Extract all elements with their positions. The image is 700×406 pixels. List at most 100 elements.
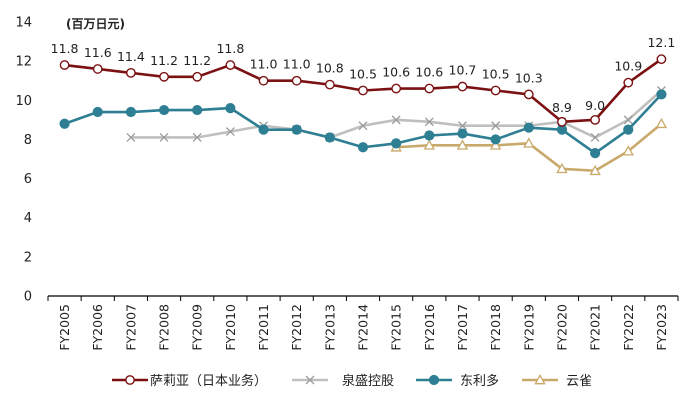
data-point bbox=[655, 117, 668, 129]
y-tick-label: 14 bbox=[15, 16, 32, 31]
data-point bbox=[523, 89, 534, 100]
data-label: 8.9 bbox=[552, 100, 572, 115]
legend-item: 东利多 bbox=[416, 373, 499, 389]
data-point bbox=[490, 134, 501, 145]
data-label: 11.2 bbox=[183, 53, 211, 68]
legend: 萨莉亚（日本业务） 泉盛控股 东利多 云雀 bbox=[112, 373, 592, 389]
data-label: 9.0 bbox=[585, 98, 605, 113]
data-point bbox=[291, 124, 302, 135]
data-point bbox=[458, 121, 467, 131]
axes: 0 2 4 6 8 10 12 14 FY2005 FY2006 FY2007 FY2008 FY200… bbox=[15, 16, 679, 351]
data-point bbox=[192, 71, 203, 82]
data-label: 10.5 bbox=[349, 67, 377, 82]
data-point bbox=[192, 133, 202, 142]
data-point bbox=[423, 139, 436, 150]
x-tick-label: FY2023 bbox=[654, 304, 669, 351]
data-point bbox=[159, 133, 169, 142]
data-point bbox=[125, 375, 135, 385]
data-point bbox=[391, 83, 402, 94]
x-tick-label: FY2010 bbox=[223, 304, 238, 351]
data-point bbox=[623, 124, 634, 135]
data-point bbox=[590, 114, 601, 125]
data-point bbox=[59, 60, 70, 70]
x-tick-label: FY2011 bbox=[256, 304, 271, 351]
data-point bbox=[324, 132, 335, 143]
data-point bbox=[590, 148, 601, 159]
data-point bbox=[424, 117, 434, 127]
data-label: 10.7 bbox=[449, 63, 477, 78]
data-point bbox=[491, 121, 501, 131]
series-0 bbox=[59, 54, 667, 127]
data-point bbox=[291, 75, 302, 86]
data-point bbox=[305, 375, 315, 385]
data-point bbox=[391, 138, 402, 149]
data-point bbox=[258, 124, 269, 135]
data-label: 11.0 bbox=[250, 57, 278, 72]
data-labels: 11.8 11.6 11.4 11.2 11.2 11.8 11.0 11.0 10.8 10.5… bbox=[51, 35, 676, 115]
data-label: 10.9 bbox=[614, 59, 642, 74]
data-label: 11.8 bbox=[51, 41, 79, 56]
data-point bbox=[623, 77, 634, 88]
data-point bbox=[622, 145, 634, 156]
data-point bbox=[523, 137, 535, 148]
x-tick-label: FY2013 bbox=[322, 304, 337, 351]
legend-item: 泉盛控股 bbox=[292, 373, 394, 389]
data-label: 10.3 bbox=[515, 70, 543, 85]
y-tick-label: 4 bbox=[24, 211, 32, 226]
data-point bbox=[428, 374, 440, 386]
data-label: 11.0 bbox=[283, 57, 311, 72]
data-point bbox=[590, 133, 600, 142]
x-tick-label: FY2020 bbox=[554, 304, 569, 351]
data-point bbox=[225, 127, 235, 137]
y-tick-label: 12 bbox=[15, 55, 32, 70]
data-point bbox=[258, 75, 269, 86]
data-label: 12.1 bbox=[647, 35, 675, 50]
x-tick-label: FY2008 bbox=[157, 304, 172, 351]
data-label: 11.6 bbox=[84, 45, 112, 60]
series-2 bbox=[59, 89, 667, 159]
data-point bbox=[192, 104, 203, 116]
data-point bbox=[125, 67, 136, 78]
legend-label: 萨莉亚（日本业务） bbox=[150, 373, 267, 389]
data-point bbox=[457, 128, 468, 139]
series-layer bbox=[59, 54, 668, 176]
series-1 bbox=[126, 86, 666, 142]
x-tick-label: FY2012 bbox=[289, 304, 304, 351]
data-point bbox=[589, 164, 601, 176]
x-tick-label: FY2015 bbox=[389, 304, 404, 351]
x-tick-label: FY2007 bbox=[123, 304, 138, 351]
series-line bbox=[130, 89, 663, 139]
data-point bbox=[358, 85, 368, 96]
data-label: 10.5 bbox=[482, 67, 510, 82]
data-point bbox=[358, 121, 368, 131]
y-tick-label: 0 bbox=[24, 290, 32, 305]
data-point bbox=[623, 115, 633, 125]
x-tick-label: FY2022 bbox=[621, 304, 636, 351]
y-tick-label: 10 bbox=[15, 94, 32, 109]
x-tick-label: FY2006 bbox=[90, 304, 105, 351]
x-tick-label: FY2021 bbox=[588, 304, 603, 351]
data-point bbox=[158, 104, 170, 116]
data-label: 11.2 bbox=[150, 53, 178, 68]
data-point bbox=[59, 118, 70, 129]
legend-label: 东利多 bbox=[460, 373, 499, 389]
data-point bbox=[456, 139, 469, 150]
data-point bbox=[391, 115, 401, 125]
data-point bbox=[490, 85, 501, 96]
data-label: 10.6 bbox=[415, 65, 443, 80]
data-point bbox=[159, 71, 169, 82]
data-point bbox=[424, 83, 435, 94]
series-3 bbox=[390, 117, 668, 176]
data-point bbox=[523, 122, 534, 133]
x-tick-label: FY2019 bbox=[521, 304, 536, 351]
data-point bbox=[92, 64, 103, 74]
data-point bbox=[556, 162, 568, 174]
data-point bbox=[534, 374, 546, 385]
data-point bbox=[126, 133, 136, 142]
legend-item: 萨莉亚（日本业务） bbox=[112, 373, 267, 389]
legend-item: 云雀 bbox=[522, 374, 592, 389]
data-point bbox=[324, 79, 335, 90]
data-point bbox=[424, 130, 435, 141]
x-tick-label: FY2005 bbox=[57, 304, 72, 351]
